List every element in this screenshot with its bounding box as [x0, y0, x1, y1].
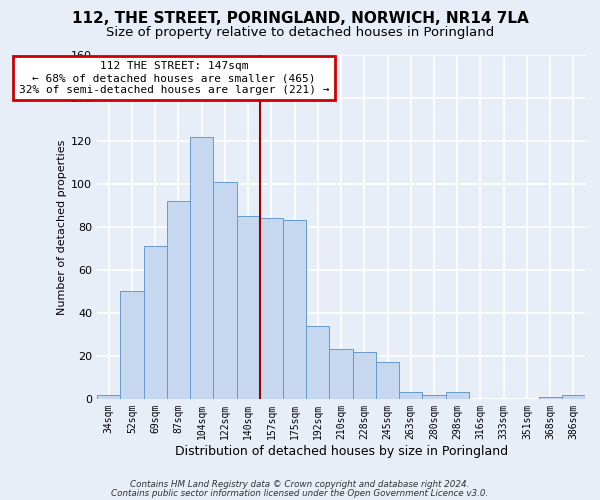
Bar — [329, 350, 353, 399]
Bar — [283, 220, 306, 399]
Text: 112, THE STREET, PORINGLAND, NORWICH, NR14 7LA: 112, THE STREET, PORINGLAND, NORWICH, NR… — [71, 11, 529, 26]
Text: Contains public sector information licensed under the Open Government Licence v3: Contains public sector information licen… — [112, 489, 488, 498]
Bar — [376, 362, 399, 399]
Text: 112 THE STREET: 147sqm
← 68% of detached houses are smaller (465)
32% of semi-de: 112 THE STREET: 147sqm ← 68% of detached… — [19, 62, 329, 94]
Text: Contains HM Land Registry data © Crown copyright and database right 2024.: Contains HM Land Registry data © Crown c… — [130, 480, 470, 489]
Text: Size of property relative to detached houses in Poringland: Size of property relative to detached ho… — [106, 26, 494, 39]
Bar — [167, 201, 190, 399]
Bar — [422, 394, 446, 399]
Bar — [190, 136, 214, 399]
Bar — [562, 394, 585, 399]
Bar — [143, 246, 167, 399]
Bar — [214, 182, 236, 399]
X-axis label: Distribution of detached houses by size in Poringland: Distribution of detached houses by size … — [175, 444, 508, 458]
Bar — [306, 326, 329, 399]
Bar — [539, 396, 562, 399]
Bar — [446, 392, 469, 399]
Bar — [399, 392, 422, 399]
Bar — [121, 292, 143, 399]
Y-axis label: Number of detached properties: Number of detached properties — [57, 139, 67, 314]
Bar — [236, 216, 260, 399]
Bar — [260, 218, 283, 399]
Bar — [353, 352, 376, 399]
Bar — [97, 394, 121, 399]
